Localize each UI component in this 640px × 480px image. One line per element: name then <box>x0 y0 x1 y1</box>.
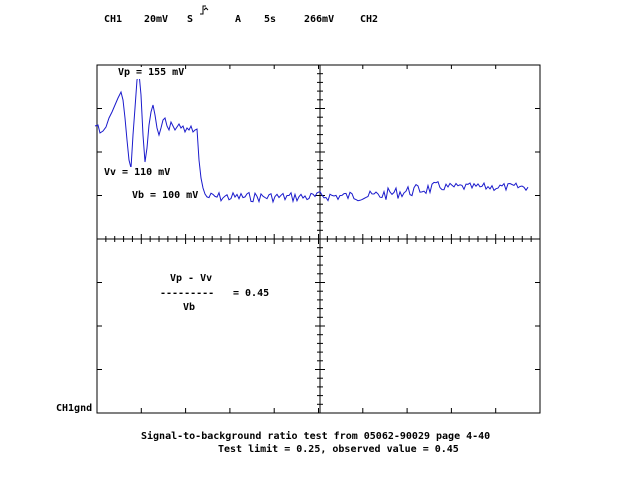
ground-label: CH1gnd <box>56 403 93 414</box>
graticule-axes <box>97 65 540 413</box>
vp-annotation: Vp = 155 mV <box>118 67 185 79</box>
channel-label: CH1 <box>104 14 123 25</box>
vb-annotation: Vb = 100 mV <box>132 190 199 201</box>
trigger-mode: A <box>235 14 242 25</box>
caption-line-1: Signal-to-background ratio test from 050… <box>141 431 491 442</box>
caption-line-2: Test limit = 0.25, observed value = 0.45 <box>218 444 459 455</box>
formula-result: = 0.45 <box>233 288 270 299</box>
slope-mode: S <box>187 14 194 25</box>
time-per-div: 5s <box>264 14 277 25</box>
rising-edge-icon <box>200 5 209 15</box>
trigger-source: CH2 <box>360 14 379 25</box>
vv-annotation: Vv = 110 mV <box>104 167 171 179</box>
volts-per-div: 20mV <box>144 14 169 25</box>
formula-numerator: Vp - Vv <box>170 273 213 284</box>
waveform-trace <box>94 72 529 204</box>
trigger-level: 266mV <box>304 14 335 25</box>
formula-denominator: Vb <box>183 302 196 313</box>
formula-bar: --------- <box>160 288 215 299</box>
